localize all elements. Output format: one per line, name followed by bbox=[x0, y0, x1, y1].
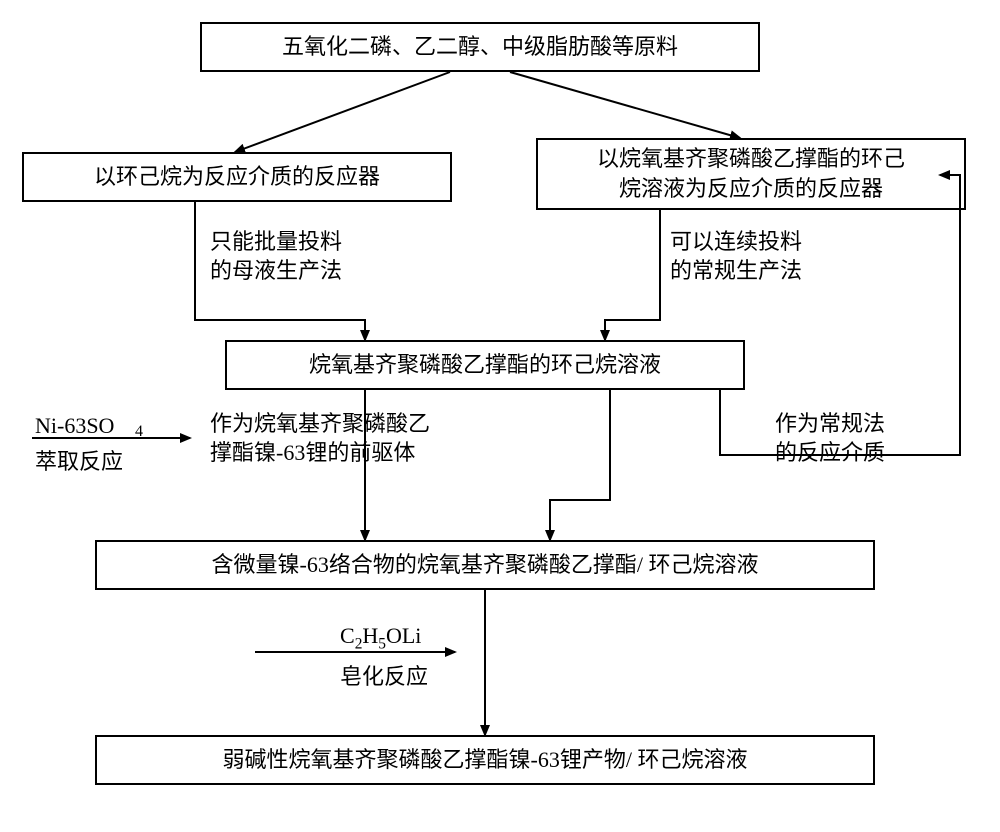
a-top-left bbox=[235, 72, 450, 152]
node-text: 以环己烷为反应介质的反应器 bbox=[94, 162, 380, 192]
node-text: 弱碱性烷氧基齐聚磷酸乙撑酯镍-63锂产物/ 环己烷溶液 bbox=[223, 745, 748, 775]
edge-label-l_extraction: 萃取反应 bbox=[35, 448, 123, 477]
flowchart-node-n2a: 以环己烷为反应介质的反应器 bbox=[22, 152, 452, 202]
flowchart-node-n5: 弱碱性烷氧基齐聚磷酸乙撑酯镍-63锂产物/ 环己烷溶液 bbox=[95, 735, 875, 785]
a-mid-right-down bbox=[550, 390, 610, 540]
a-right-down bbox=[605, 210, 660, 340]
edge-label-l_left_method: 只能批量投料 的母液生产法 bbox=[210, 228, 342, 285]
edge-label-l_precursor: 作为烷氧基齐聚磷酸乙 撑酯镍-63锂的前驱体 bbox=[210, 410, 430, 467]
edge-label-l_niso4_sub: 4 bbox=[135, 422, 143, 443]
node-text: 五氧化二磷、乙二醇、中级脂肪酸等原料 bbox=[282, 32, 678, 62]
a-top-right bbox=[510, 72, 740, 138]
node-text: 烷氧基齐聚磷酸乙撑酯的环己烷溶液 bbox=[309, 350, 661, 380]
flowchart-node-n2b: 以烷氧基齐聚磷酸乙撑酯的环己 烷溶液为反应介质的反应器 bbox=[536, 138, 966, 210]
edge-label-l_saponify: 皂化反应 bbox=[340, 663, 428, 692]
flowchart-node-n4: 含微量镍-63络合物的烷氧基齐聚磷酸乙撑酯/ 环己烷溶液 bbox=[95, 540, 875, 590]
flowchart-node-n3: 烷氧基齐聚磷酸乙撑酯的环己烷溶液 bbox=[225, 340, 745, 390]
edge-label-l_c2h5oli: C2H5OLi bbox=[340, 622, 421, 654]
flowchart-node-n1: 五氧化二磷、乙二醇、中级脂肪酸等原料 bbox=[200, 22, 760, 72]
node-text: 含微量镍-63络合物的烷氧基齐聚磷酸乙撑酯/ 环己烷溶液 bbox=[212, 550, 759, 580]
node-text: 以烷氧基齐聚磷酸乙撑酯的环己 烷溶液为反应介质的反应器 bbox=[597, 144, 905, 203]
edge-label-l_niso4: Ni-63SO bbox=[35, 412, 114, 441]
edge-label-l_right_method: 可以连续投料 的常规生产法 bbox=[670, 228, 802, 285]
edge-label-l_conventional: 作为常规法 的反应介质 bbox=[775, 410, 885, 467]
